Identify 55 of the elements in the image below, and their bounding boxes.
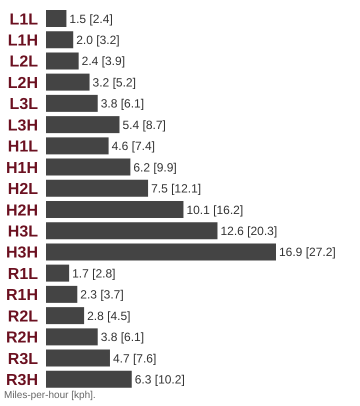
y-tick-label: H1L [8, 138, 38, 156]
bar [46, 52, 79, 70]
bar [46, 94, 98, 112]
bar [46, 328, 98, 346]
bar [46, 201, 184, 218]
data-label: 2.3 [3.7] [80, 288, 124, 302]
data-label: 6.2 [9.9] [133, 160, 177, 174]
y-tick-label: H3L [8, 224, 38, 241]
data-label: 10.1 [16.2] [186, 202, 244, 217]
y-tick-label: H1H [6, 160, 38, 177]
bar [46, 222, 218, 240]
bar [46, 370, 132, 388]
y-tick-label: L2L [10, 54, 38, 71]
data-label: 1.7 [2.8] [72, 266, 116, 280]
y-tick-label: R1H [6, 287, 38, 304]
bar [46, 116, 120, 134]
bar [46, 243, 276, 260]
y-tick-label: L3L [10, 96, 38, 114]
data-label: 4.6 [7.4] [112, 139, 155, 154]
bar [46, 264, 70, 282]
data-label: 5.4 [8.7] [122, 118, 166, 132]
data-label: 2.0 [3.2] [76, 32, 120, 47]
bar [46, 74, 90, 91]
data-label: 7.5 [12.1] [151, 182, 202, 196]
bar [46, 10, 66, 27]
y-tick-label: H2L [8, 181, 38, 198]
data-label: 16.9 [27.2] [279, 245, 336, 260]
data-label: 4.7 [7.6] [112, 351, 156, 366]
data-label: 6.3 [10.2] [134, 372, 185, 387]
bar [46, 350, 110, 367]
y-tick-label: L2H [8, 74, 38, 92]
data-label: 1.5 [2.4] [69, 12, 113, 26]
y-tick-label: R3H [6, 372, 38, 390]
y-tick-label: R2H [6, 330, 38, 347]
bar [46, 137, 109, 154]
y-tick-label: L1L [10, 11, 38, 28]
data-label: 12.6 [20.3] [220, 224, 278, 238]
bar [46, 286, 78, 303]
bar [46, 31, 74, 48]
bar [46, 180, 148, 197]
y-tick-label: R1L [8, 266, 38, 283]
data-label: 2.8 [4.5] [87, 308, 130, 323]
annotation: Miles-per-hour [kph]. [4, 390, 96, 401]
data-label: 3.8 [6.1] [100, 96, 144, 111]
y-tick-label: L1H [8, 32, 38, 50]
data-label: 3.8 [6.1] [100, 330, 144, 344]
data-label: 3.2 [5.2] [92, 75, 136, 90]
y-tick-label: R2L [8, 308, 38, 326]
y-tick-label: H3H [6, 244, 38, 262]
bar [46, 307, 84, 324]
y-tick-label: R3L [8, 350, 38, 368]
bar [46, 158, 130, 176]
y-tick-label: H2H [6, 202, 38, 220]
data-label: 2.4 [3.9] [82, 54, 126, 68]
y-tick-label: L3H [8, 117, 38, 134]
